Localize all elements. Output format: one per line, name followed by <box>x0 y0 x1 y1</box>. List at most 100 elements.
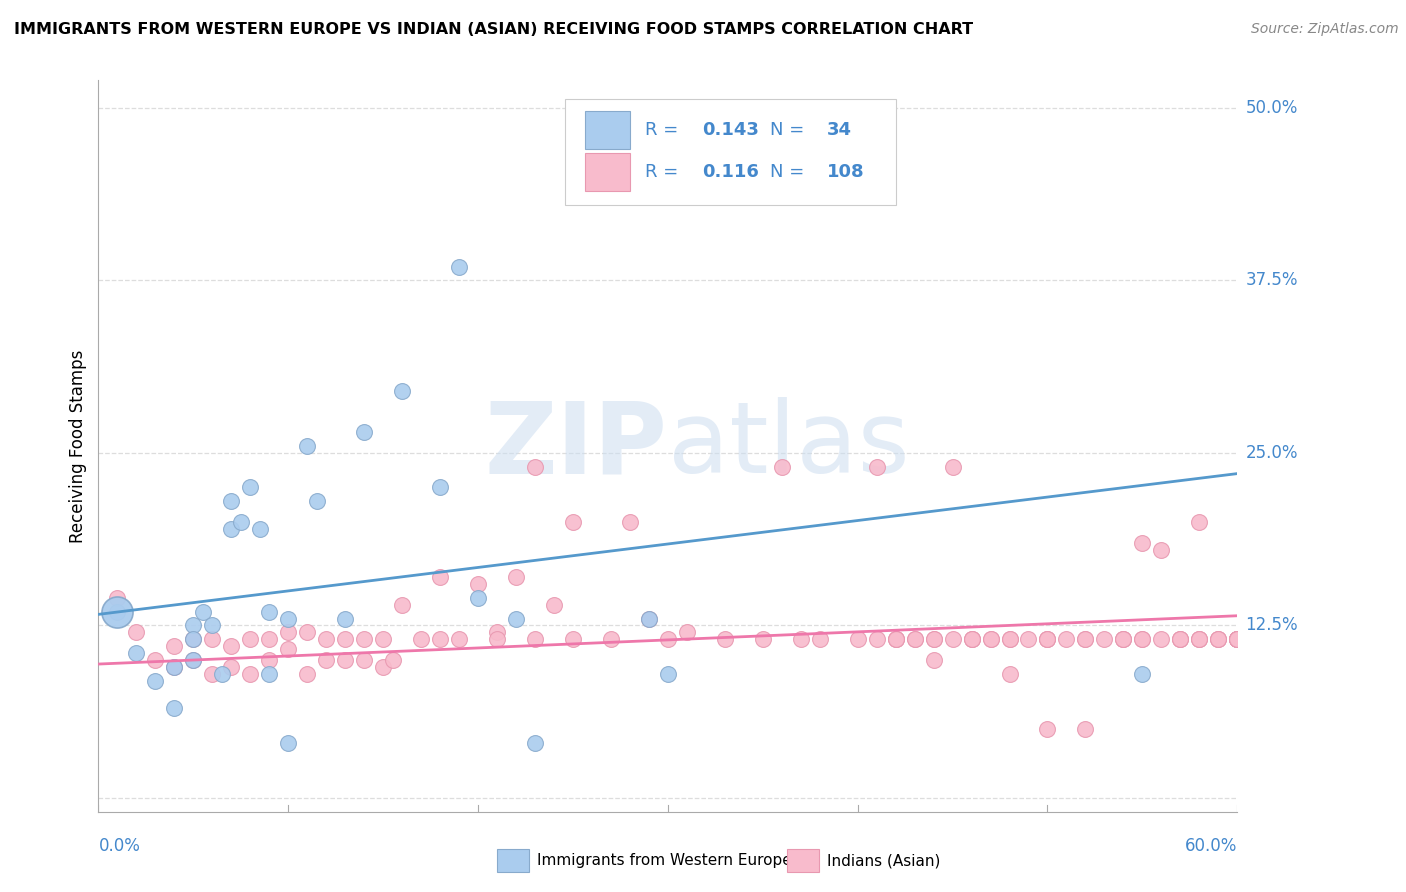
Point <box>125 625 148 640</box>
Point <box>1226 632 1249 647</box>
Point <box>1150 542 1173 557</box>
Point <box>221 522 243 536</box>
Point <box>904 632 927 647</box>
Point <box>960 632 983 647</box>
Point <box>259 653 281 667</box>
Point <box>1112 632 1135 647</box>
Point <box>277 611 299 625</box>
Point <box>449 632 471 647</box>
Point <box>315 632 337 647</box>
Point <box>524 459 547 474</box>
Text: 50.0%: 50.0% <box>1246 99 1298 117</box>
Point <box>183 632 205 647</box>
Point <box>1036 632 1059 647</box>
Point <box>1170 632 1192 647</box>
Point <box>1226 632 1249 647</box>
Point <box>391 598 413 612</box>
Point <box>239 480 262 494</box>
Point <box>107 605 129 619</box>
Point <box>998 666 1021 681</box>
FancyBboxPatch shape <box>585 153 630 191</box>
Text: atlas: atlas <box>668 398 910 494</box>
Point <box>1188 632 1211 647</box>
Point <box>1188 632 1211 647</box>
Point <box>998 632 1021 647</box>
Point <box>866 632 889 647</box>
Point <box>619 515 641 529</box>
Text: 0.116: 0.116 <box>702 162 759 181</box>
Point <box>1036 632 1059 647</box>
Point <box>1132 535 1154 549</box>
Point <box>221 494 243 508</box>
Point <box>1226 632 1249 647</box>
Text: 108: 108 <box>827 162 865 181</box>
Point <box>183 632 205 647</box>
Point <box>1074 632 1097 647</box>
Point <box>1170 632 1192 647</box>
Point <box>638 611 661 625</box>
FancyBboxPatch shape <box>787 849 820 872</box>
Point <box>543 598 565 612</box>
Point <box>183 653 205 667</box>
Text: 0.143: 0.143 <box>702 121 759 139</box>
Point <box>1188 515 1211 529</box>
Point <box>353 632 375 647</box>
Point <box>239 666 262 681</box>
Point <box>1112 632 1135 647</box>
Point <box>600 632 623 647</box>
Text: R =: R = <box>645 121 685 139</box>
Point <box>657 632 679 647</box>
Point <box>790 632 813 647</box>
Point <box>1036 722 1059 736</box>
Point <box>259 605 281 619</box>
Point <box>884 632 907 647</box>
Point <box>371 632 394 647</box>
Point <box>979 632 1001 647</box>
Point <box>221 660 243 674</box>
Point <box>1208 632 1230 647</box>
Point <box>249 522 271 536</box>
Point <box>297 625 319 640</box>
Point <box>467 591 489 605</box>
Point <box>846 632 869 647</box>
Text: 12.5%: 12.5% <box>1246 616 1298 634</box>
Point <box>353 653 375 667</box>
Point <box>335 653 357 667</box>
Point <box>1074 632 1097 647</box>
Point <box>1170 632 1192 647</box>
Point <box>201 666 224 681</box>
Point <box>922 653 945 667</box>
Point <box>335 632 357 647</box>
Y-axis label: Receiving Food Stamps: Receiving Food Stamps <box>69 350 87 542</box>
Point <box>904 632 927 647</box>
Point <box>277 736 299 750</box>
Point <box>866 459 889 474</box>
Point <box>163 701 186 715</box>
Text: R =: R = <box>645 162 685 181</box>
Point <box>1208 632 1230 647</box>
Point <box>998 632 1021 647</box>
Point <box>297 439 319 453</box>
Point <box>922 632 945 647</box>
Point <box>449 260 471 274</box>
Text: 0.0%: 0.0% <box>98 837 141 855</box>
Point <box>183 618 205 632</box>
Point <box>922 632 945 647</box>
Text: IMMIGRANTS FROM WESTERN EUROPE VS INDIAN (ASIAN) RECEIVING FOOD STAMPS CORRELATI: IMMIGRANTS FROM WESTERN EUROPE VS INDIAN… <box>14 22 973 37</box>
Point <box>315 653 337 667</box>
Point <box>467 577 489 591</box>
Point <box>638 611 661 625</box>
Point <box>1132 666 1154 681</box>
FancyBboxPatch shape <box>498 849 529 872</box>
Point <box>524 632 547 647</box>
Point <box>391 384 413 398</box>
Point <box>942 459 965 474</box>
Text: 60.0%: 60.0% <box>1185 837 1237 855</box>
Point <box>657 666 679 681</box>
Point <box>211 666 233 681</box>
Text: N =: N = <box>770 162 810 181</box>
Point <box>429 632 451 647</box>
FancyBboxPatch shape <box>565 99 896 204</box>
Point <box>277 625 299 640</box>
Point <box>524 736 547 750</box>
